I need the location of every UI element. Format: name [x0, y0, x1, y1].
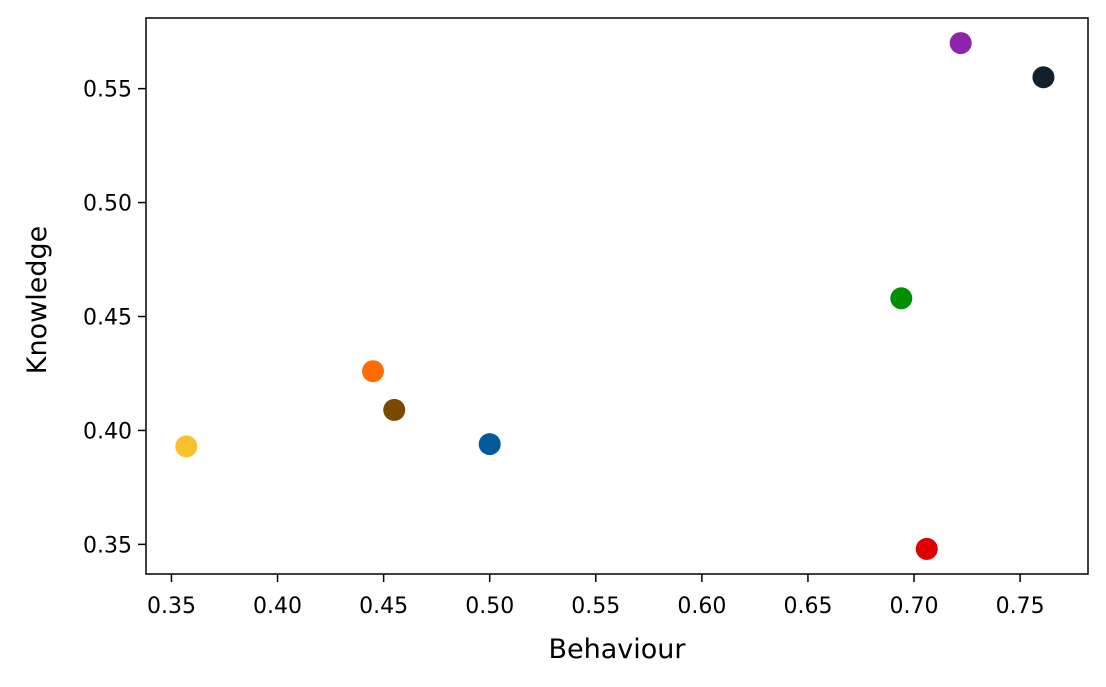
x-tick-label: 0.75 — [996, 594, 1045, 619]
x-tick-label: 0.45 — [359, 594, 408, 619]
data-point-2 — [362, 360, 385, 383]
x-axis-ticks: 0.35 0.40 0.45 0.50 0.55 0.60 0.65 0.70 0.75 — [147, 574, 1045, 619]
x-tick-label: 0.70 — [890, 594, 939, 619]
x-tick-label: 0.50 — [465, 594, 514, 619]
y-axis-label: Knowledge — [22, 226, 53, 374]
data-point-1 — [175, 435, 198, 458]
x-axis-label: Behaviour — [548, 634, 686, 665]
data-point-4 — [478, 433, 501, 456]
data-point-7 — [949, 32, 972, 55]
x-tick-label: 0.60 — [677, 594, 726, 619]
data-point-6 — [915, 537, 938, 560]
x-tick-label: 0.40 — [253, 594, 302, 619]
plot-frame — [145, 17, 1089, 575]
data-point-8 — [1032, 66, 1055, 89]
y-tick-label: 0.35 — [83, 533, 132, 558]
y-tick-label: 0.50 — [83, 192, 132, 217]
data-point-3 — [383, 398, 406, 421]
x-tick-label: 0.65 — [783, 594, 832, 619]
data-point-5 — [890, 287, 913, 310]
y-tick-label: 0.55 — [83, 78, 132, 103]
y-tick-label: 0.45 — [83, 306, 132, 331]
x-tick-label: 0.55 — [571, 594, 620, 619]
data-points — [175, 32, 1055, 560]
x-tick-label: 0.35 — [147, 594, 196, 619]
y-tick-label: 0.40 — [83, 419, 132, 444]
y-axis-ticks: 0.35 0.40 0.45 0.50 0.55 — [83, 78, 146, 558]
